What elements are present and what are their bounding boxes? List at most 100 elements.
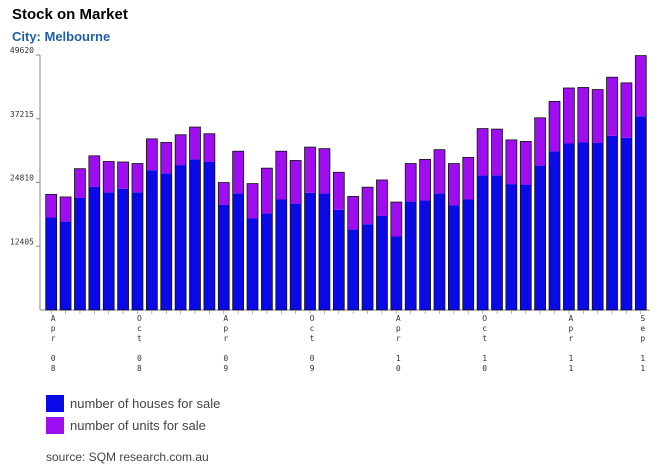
bar-units: [477, 128, 489, 176]
bar-houses: [304, 192, 316, 310]
bar-units: [549, 101, 560, 152]
bar-units: [635, 55, 647, 117]
bar-houses: [74, 197, 86, 310]
x-tick-label: p: [640, 334, 645, 343]
legend-item-units: number of units for sale: [46, 417, 206, 434]
bar-houses: [362, 224, 374, 310]
bar-units: [218, 182, 230, 205]
x-tick-label: 1: [640, 354, 645, 363]
y-tick-label: 24810: [10, 174, 34, 183]
bar-units: [103, 161, 115, 193]
bar-units: [505, 139, 517, 185]
x-tick-label: 1: [482, 354, 487, 363]
bar-houses: [261, 213, 273, 310]
stock-chart: 12405248103721549620Apr08Oct08Apr09Oct09…: [10, 46, 650, 373]
bar-units: [45, 194, 57, 218]
bar-houses: [146, 170, 158, 310]
bar-houses: [505, 184, 517, 310]
legend-swatch-houses: [46, 395, 64, 412]
x-tick-label: O: [137, 314, 142, 323]
x-tick-label: A: [51, 314, 56, 323]
bar-units: [146, 138, 158, 171]
bar-houses: [175, 165, 187, 310]
bar-units: [534, 117, 546, 166]
x-tick-label: c: [482, 324, 487, 333]
x-tick-label: t: [310, 334, 315, 343]
x-tick-label: A: [568, 314, 573, 323]
bar-houses: [376, 215, 388, 310]
x-tick-label: 0: [223, 354, 228, 363]
bar-houses: [60, 221, 72, 310]
bar-houses: [477, 175, 489, 310]
x-tick-label: t: [482, 334, 487, 343]
bar-units: [376, 179, 388, 216]
bar-units: [88, 155, 100, 187]
bar-units: [347, 196, 359, 230]
x-tick-label: S: [640, 314, 645, 323]
bar-units: [491, 129, 503, 176]
x-tick-label: c: [137, 324, 142, 333]
source-note: source: SQM research.com.au: [46, 450, 209, 464]
bar-units: [290, 160, 302, 204]
legend-swatch-units: [46, 417, 64, 434]
x-tick-label: 0: [310, 354, 315, 363]
legend-item-houses: number of houses for sale: [46, 395, 220, 412]
bar-units: [520, 141, 532, 185]
bar-houses: [462, 199, 474, 310]
bar-houses: [45, 217, 57, 310]
bar-units: [405, 163, 417, 202]
bar-houses: [635, 116, 647, 310]
x-tick-label: p: [568, 324, 573, 333]
bar-units: [304, 147, 316, 193]
bar-units: [419, 159, 431, 201]
bar-units: [434, 149, 445, 194]
bar-houses: [491, 175, 503, 310]
y-tick-label: 37215: [10, 110, 34, 119]
bar-houses: [390, 236, 402, 310]
bar-units: [390, 202, 402, 237]
bar-houses: [117, 188, 129, 310]
x-tick-label: 1: [568, 364, 573, 373]
bar-houses: [132, 192, 143, 310]
bar-units: [275, 151, 287, 200]
bar-units: [189, 127, 201, 160]
x-tick-label: 9: [310, 364, 315, 373]
chart-subtitle: City: Melbourne: [12, 29, 111, 44]
bar-units: [620, 82, 632, 138]
bar-houses: [448, 205, 460, 310]
bar-houses: [247, 218, 258, 310]
bar-units: [74, 168, 86, 198]
bar-units: [117, 161, 129, 189]
bar-units: [318, 148, 330, 194]
x-tick-label: t: [137, 334, 142, 343]
bar-houses: [563, 143, 575, 310]
bar-houses: [203, 161, 215, 310]
bar-houses: [290, 203, 302, 310]
x-tick-label: 0: [482, 364, 487, 373]
bar-units: [448, 163, 460, 206]
bar-units: [261, 168, 273, 214]
legend-label-units: number of units for sale: [70, 418, 206, 433]
y-tick-label: 12405: [10, 237, 34, 246]
bar-houses: [88, 186, 100, 310]
x-tick-label: 1: [640, 364, 645, 373]
bar-houses: [103, 192, 115, 310]
x-tick-label: 0: [51, 354, 56, 363]
x-tick-label: r: [568, 334, 573, 343]
bar-units: [175, 134, 187, 166]
x-tick-label: e: [640, 324, 645, 333]
bar-houses: [318, 193, 330, 310]
bar-units: [160, 142, 172, 174]
x-tick-label: r: [51, 334, 56, 343]
bar-units: [462, 157, 474, 200]
x-tick-label: 0: [137, 354, 142, 363]
x-tick-label: r: [223, 334, 228, 343]
bar-units: [232, 151, 244, 194]
x-tick-label: r: [396, 334, 401, 343]
bar-houses: [275, 199, 287, 310]
bar-houses: [218, 204, 230, 310]
bar-houses: [347, 229, 359, 310]
bar-units: [606, 77, 618, 136]
bar-houses: [534, 165, 546, 310]
bar-houses: [405, 201, 417, 310]
